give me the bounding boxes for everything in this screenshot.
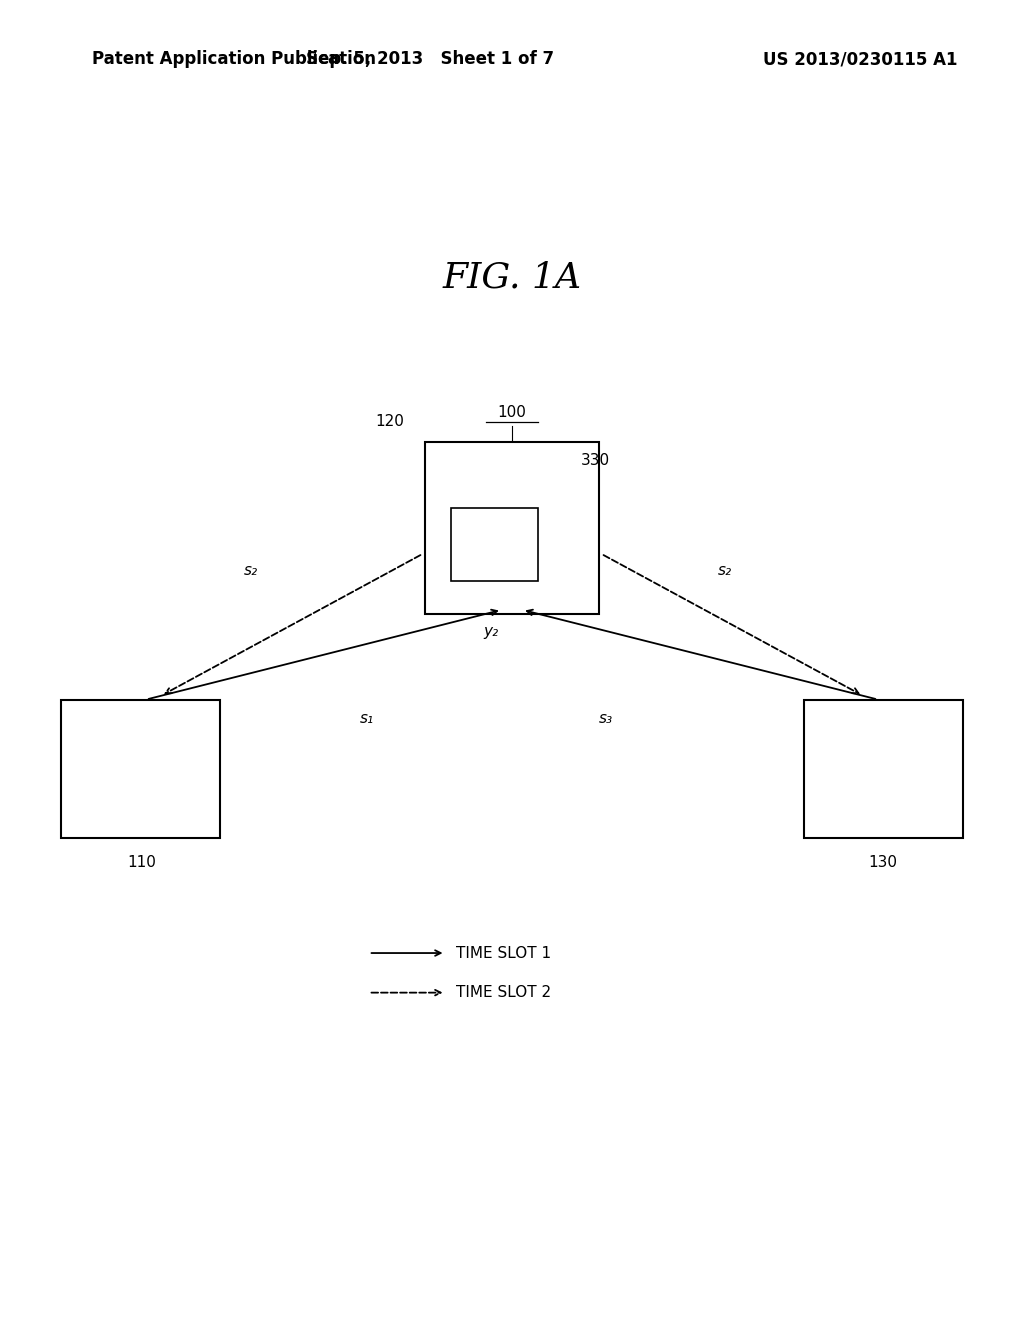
Text: Sep. 5, 2013   Sheet 1 of 7: Sep. 5, 2013 Sheet 1 of 7 <box>306 50 554 69</box>
Text: Patent Application Publication: Patent Application Publication <box>92 50 376 69</box>
Text: 110: 110 <box>127 855 156 870</box>
Text: TIME SLOT 1: TIME SLOT 1 <box>456 945 551 961</box>
Text: s₃: s₃ <box>599 710 613 726</box>
Text: 130: 130 <box>868 855 897 870</box>
Text: US 2013/0230115 A1: US 2013/0230115 A1 <box>763 50 957 69</box>
Text: TIME SLOT 2: TIME SLOT 2 <box>456 985 551 1001</box>
Bar <box>425 442 599 614</box>
Bar <box>804 700 963 838</box>
Text: 330: 330 <box>581 453 609 467</box>
Text: s₂: s₂ <box>718 562 732 578</box>
Text: FIG. 1A: FIG. 1A <box>442 260 582 294</box>
Text: s₁: s₁ <box>359 710 374 726</box>
Text: 100: 100 <box>498 405 526 420</box>
Text: s₂: s₂ <box>244 562 258 578</box>
Text: 120: 120 <box>376 414 404 429</box>
Bar <box>451 508 538 581</box>
Bar <box>61 700 220 838</box>
Text: y₂: y₂ <box>483 624 499 639</box>
